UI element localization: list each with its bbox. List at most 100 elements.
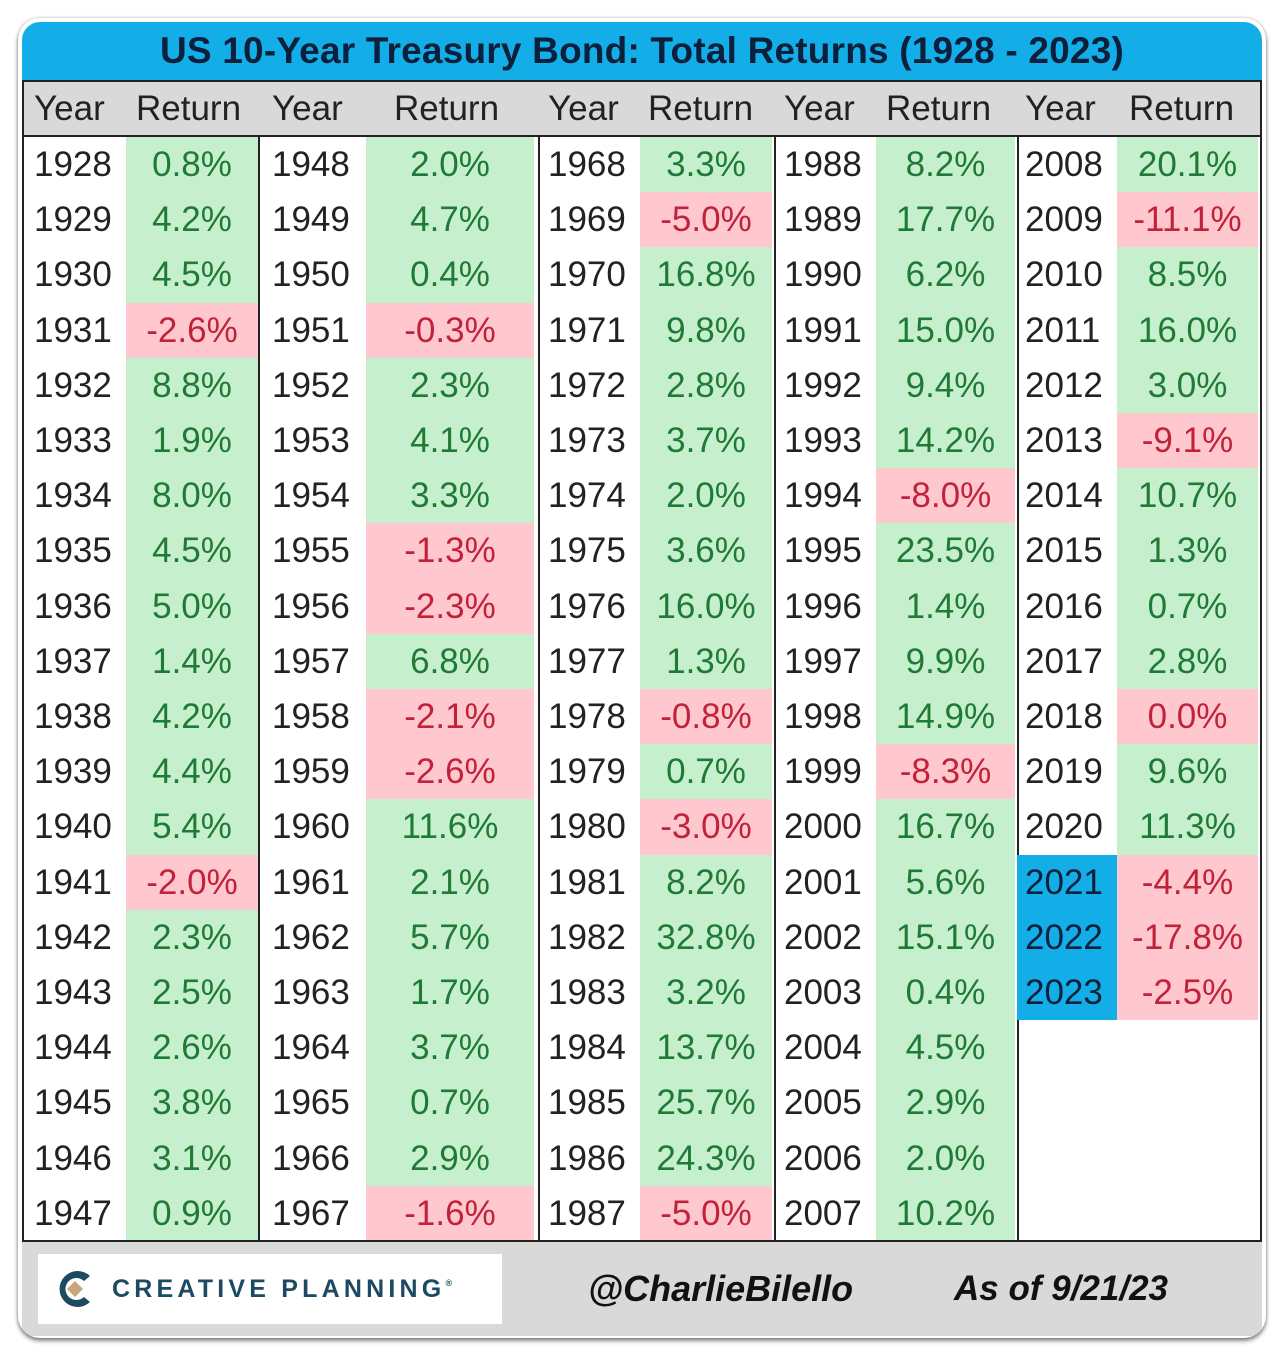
return-cell: 4.5% xyxy=(126,523,258,579)
return-cell: 3.0% xyxy=(1117,357,1258,413)
return-cell: 9.4% xyxy=(876,357,1015,413)
year-cell: 1973 xyxy=(548,421,626,460)
year-cell: 1955 xyxy=(272,531,350,571)
return-cell: 14.2% xyxy=(876,413,1015,469)
table-row: 1985 25.7% xyxy=(538,1075,774,1131)
return-cell: 10.2% xyxy=(876,1185,1015,1241)
table-row: 1979 0.7% xyxy=(538,744,774,800)
year-cell: 1980 xyxy=(548,807,626,847)
return-cell: 4.4% xyxy=(126,744,258,800)
table-row: 2008 20.1% xyxy=(1017,137,1260,193)
return-cell: 1.7% xyxy=(366,965,534,1021)
header-return: Return xyxy=(648,89,754,128)
year-cell: 1965 xyxy=(272,1083,350,1123)
year-cell: 1951 xyxy=(272,310,350,350)
return-cell: 8.8% xyxy=(126,357,258,413)
table-row: 1978 -0.8% xyxy=(538,689,774,745)
table-row: 1990 6.2% xyxy=(774,247,1017,303)
year-cell: 1984 xyxy=(548,1028,626,1068)
return-cell: 2.1% xyxy=(366,854,534,910)
table-row: 1995 23.5% xyxy=(774,523,1017,579)
table-row: 1992 9.4% xyxy=(774,357,1017,413)
header-row: Year Return xyxy=(256,82,538,137)
year-cell: 1935 xyxy=(34,531,112,571)
table-row: 1942 2.3% xyxy=(24,909,258,965)
footer: CREATIVE PLANNING® @CharlieBilello As of… xyxy=(22,1240,1262,1336)
table-row: 1967 -1.6% xyxy=(256,1185,538,1241)
year-cell: 1942 xyxy=(34,917,112,957)
year-cell: 1964 xyxy=(272,1028,350,1068)
header-year: Year xyxy=(548,89,619,128)
table-row: 1935 4.5% xyxy=(24,523,258,579)
year-cell: 2023 xyxy=(1017,965,1117,1021)
return-cell: 4.1% xyxy=(366,413,534,469)
return-cell: 3.3% xyxy=(366,468,534,524)
return-cell: 2.5% xyxy=(126,965,258,1021)
return-cell: 0.0% xyxy=(1117,689,1258,745)
year-cell: 1963 xyxy=(272,973,350,1012)
year-cell: 1945 xyxy=(34,1083,112,1123)
year-cell: 2005 xyxy=(784,1083,862,1123)
return-cell: 8.5% xyxy=(1117,247,1258,303)
return-cell: 2.8% xyxy=(640,357,772,413)
return-cell: 2.9% xyxy=(876,1075,1015,1131)
year-cell: 1971 xyxy=(548,310,626,350)
table-row: 2011 16.0% xyxy=(1017,302,1260,358)
column-group-5: Year Return 2008 20.1% 2009 -11.1% 2010 8.5% 201… xyxy=(1017,82,1262,1240)
return-cell: 8.2% xyxy=(876,137,1015,193)
year-cell: 2016 xyxy=(1025,586,1103,626)
table-row: 2002 15.1% xyxy=(774,909,1017,965)
year-cell: 1985 xyxy=(548,1083,626,1123)
year-cell: 1937 xyxy=(34,641,112,681)
returns-table: Year Return 1928 0.8% 1929 4.2% 1930 4.5% 1931 -2… xyxy=(22,82,1262,1241)
year-cell: 2000 xyxy=(784,807,862,847)
table-row: 1928 0.8% xyxy=(24,137,258,193)
table-row: 2018 0.0% xyxy=(1017,689,1260,745)
header-year: Year xyxy=(784,89,855,128)
return-cell: 1.9% xyxy=(126,413,258,469)
return-cell: 0.7% xyxy=(1117,578,1258,634)
return-cell: 1.3% xyxy=(640,633,772,689)
return-cell: 5.7% xyxy=(366,909,534,965)
return-cell: 0.7% xyxy=(640,744,772,800)
return-cell: 3.1% xyxy=(126,1130,258,1186)
header-return: Return xyxy=(886,89,992,128)
table-row: 1969 -5.0% xyxy=(538,192,774,248)
column-group-3: Year Return 1968 3.3% 1969 -5.0% 1970 16.8% 1971… xyxy=(538,82,776,1241)
table-row: 2010 8.5% xyxy=(1017,247,1260,303)
return-cell: -2.1% xyxy=(366,689,534,745)
year-cell: 1946 xyxy=(34,1138,112,1178)
return-cell: -1.6% xyxy=(366,1185,534,1241)
year-cell: 1970 xyxy=(548,255,626,295)
table-row: 2007 10.2% xyxy=(774,1185,1017,1241)
year-cell: 1943 xyxy=(34,973,112,1012)
return-cell: 23.5% xyxy=(876,523,1015,579)
return-cell: 14.9% xyxy=(876,689,1015,745)
return-cell: 4.2% xyxy=(126,192,258,248)
table-row: 1950 0.4% xyxy=(256,247,538,303)
year-cell: 1996 xyxy=(784,586,862,626)
return-cell: 2.8% xyxy=(1117,633,1258,689)
year-cell: 1939 xyxy=(34,752,112,792)
table-row: 1937 1.4% xyxy=(24,633,258,689)
return-cell: 1.4% xyxy=(876,578,1015,634)
return-cell: 3.2% xyxy=(640,965,772,1021)
return-cell: 13.7% xyxy=(640,1020,772,1076)
year-cell: 1928 xyxy=(34,145,112,184)
return-cell: -2.3% xyxy=(366,578,534,634)
return-cell: -2.5% xyxy=(1117,965,1258,1021)
table-row: 2016 0.7% xyxy=(1017,578,1260,634)
return-cell: 9.9% xyxy=(876,633,1015,689)
year-cell: 2001 xyxy=(784,862,862,902)
table-row: 1946 3.1% xyxy=(24,1130,258,1186)
return-cell: 5.4% xyxy=(126,799,258,855)
table-row: 1999 -8.3% xyxy=(774,744,1017,800)
table-row: 1987 -5.0% xyxy=(538,1185,774,1241)
table-row: 1939 4.4% xyxy=(24,744,258,800)
table-row: 1953 4.1% xyxy=(256,413,538,469)
table-row: 1936 5.0% xyxy=(24,578,258,634)
year-cell: 1977 xyxy=(548,641,626,681)
year-cell: 1962 xyxy=(272,917,350,957)
header-row: Year Return xyxy=(538,82,774,137)
header-row: Year Return xyxy=(1017,82,1260,137)
